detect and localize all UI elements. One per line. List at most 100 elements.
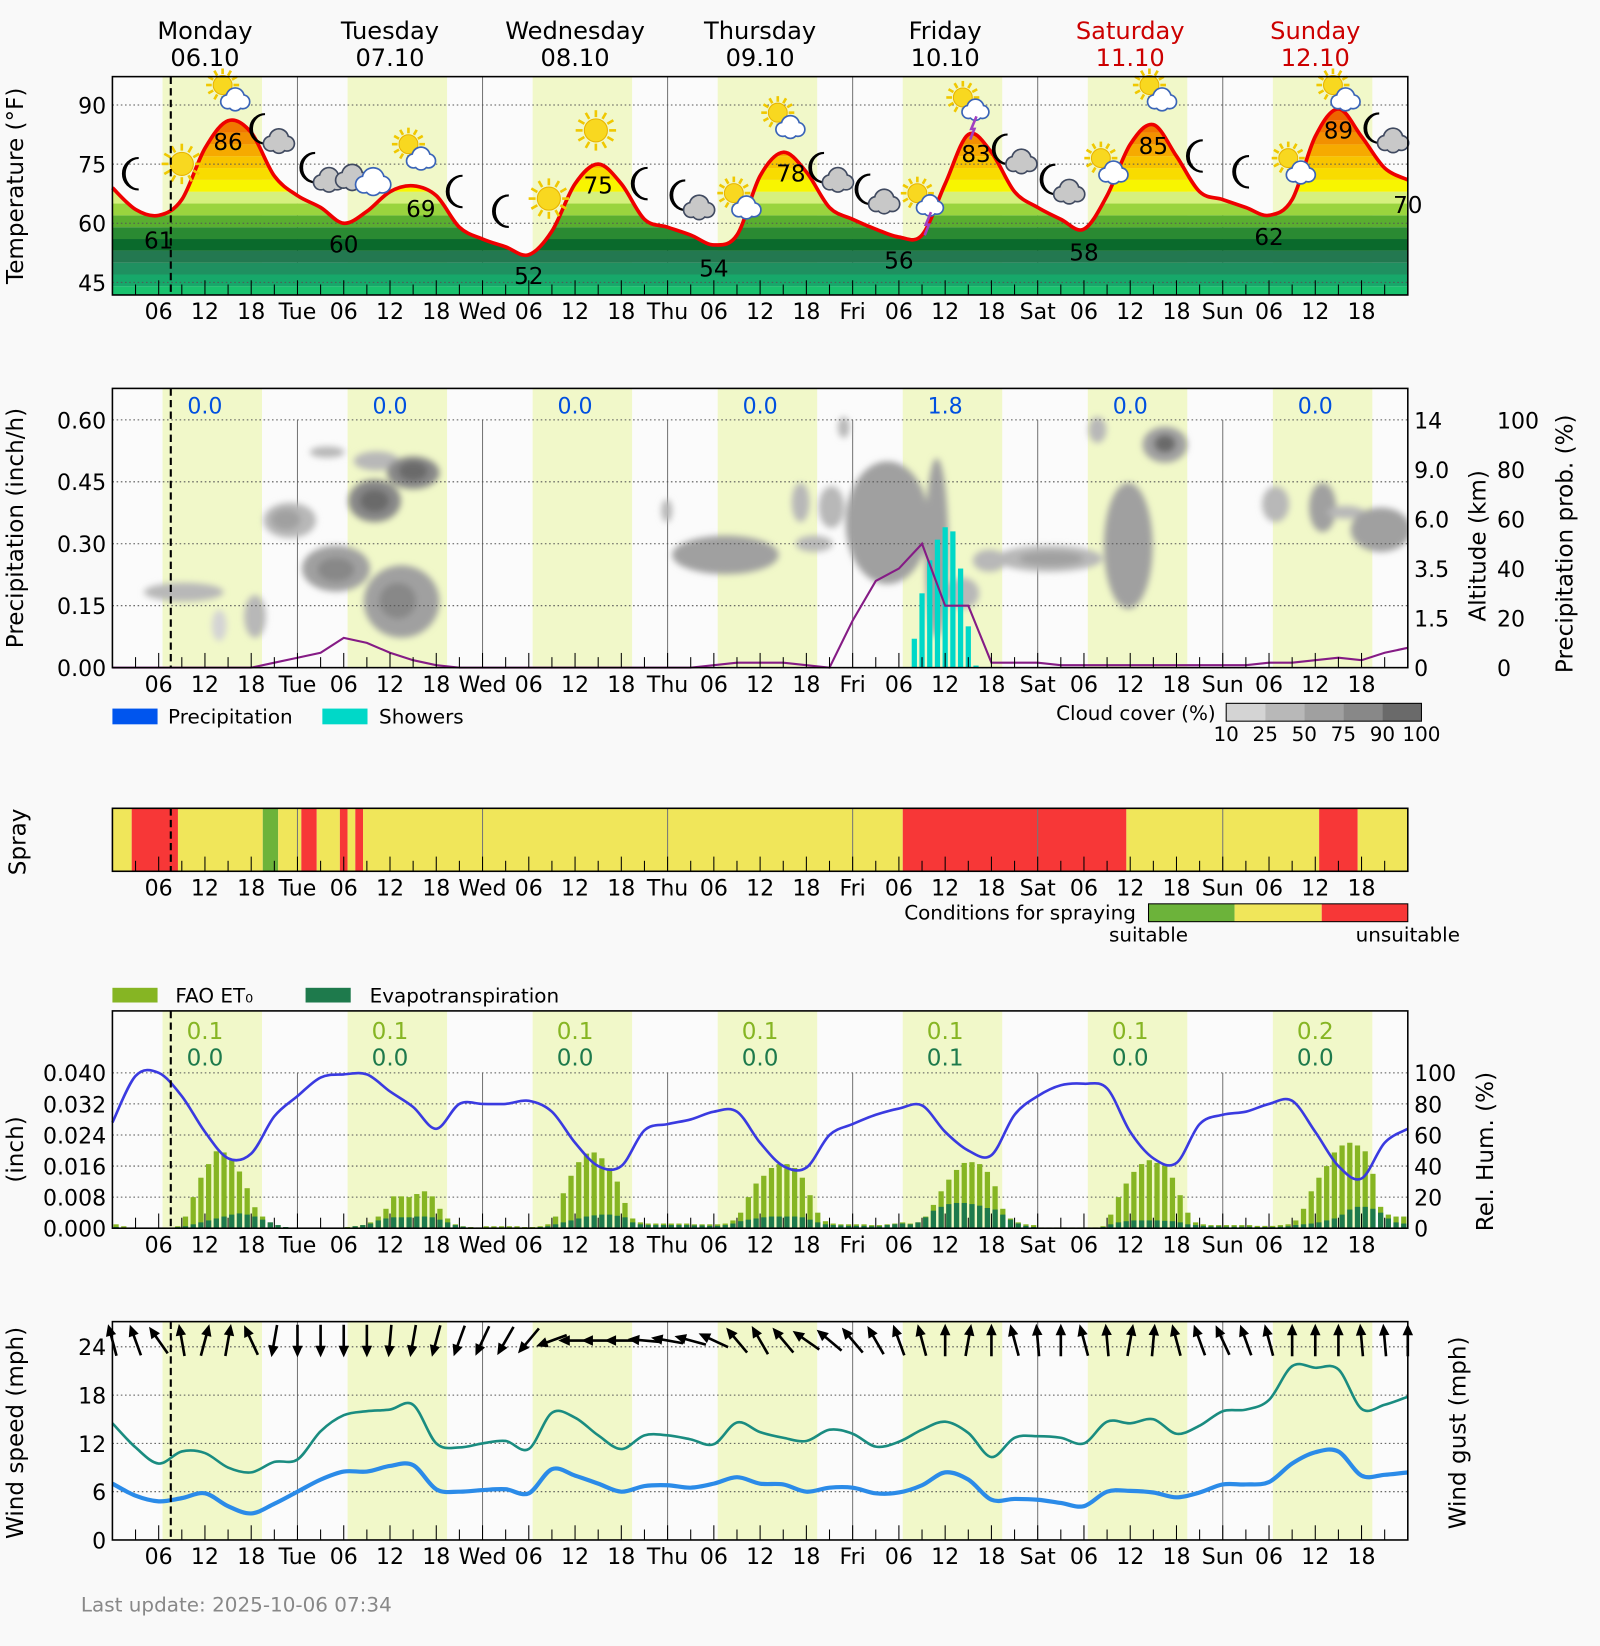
daylight-band — [162, 1321, 263, 1540]
x-tick-label: 12 — [931, 300, 959, 325]
cloud-area — [1327, 505, 1365, 519]
y-tick-label: 0.000 — [43, 1218, 106, 1243]
spray-segment — [347, 808, 356, 872]
evapotranspiration-bar — [275, 1225, 281, 1229]
y-tick-label: 0.024 — [43, 1124, 106, 1149]
x-tick-label: 12 — [931, 673, 959, 698]
evapotranspiration-bar — [552, 1224, 559, 1229]
fao-et0-bar — [622, 1202, 628, 1229]
x-tick-label: Tue — [278, 1545, 317, 1570]
x-tick-label: 12 — [561, 1233, 589, 1258]
evapotranspiration-bar — [182, 1226, 189, 1229]
x-tick-label: Wed — [459, 673, 507, 698]
evapotranspiration-bar — [807, 1219, 813, 1229]
y-tick-label: 0 — [92, 1529, 106, 1554]
wind-arrow-icon — [315, 1324, 326, 1358]
wind-arrow-icon — [361, 1324, 373, 1358]
arrow-head — [1355, 1323, 1367, 1336]
x-tick-label: 12 — [376, 1233, 404, 1258]
y-tick-label: 40 — [1497, 558, 1525, 583]
wind-arrow-icon — [223, 1323, 235, 1357]
daily-precip-total: 0.0 — [743, 395, 778, 420]
evapotranspiration-bar — [668, 1225, 674, 1229]
showers-bar — [927, 560, 933, 668]
cloud-area — [845, 461, 930, 585]
x-tick-label: 18 — [237, 1233, 265, 1258]
spray-legend-low: suitable — [1109, 923, 1188, 947]
daylight-band — [532, 388, 633, 668]
wind-arrow-icon — [384, 1324, 395, 1358]
fao-et0-bar — [1185, 1212, 1191, 1229]
cloud-cover-swatch — [1382, 703, 1422, 722]
wind-arrow-icon — [841, 1327, 864, 1354]
x-tick-label: 12 — [561, 1545, 589, 1570]
arrow-head — [475, 1343, 486, 1356]
evapotranspiration-bar — [236, 1213, 243, 1229]
wind-arrow-icon — [1192, 1324, 1207, 1356]
cloud-area — [398, 461, 428, 481]
daylight-band — [717, 388, 818, 668]
sun-ray — [537, 209, 544, 217]
sun-ray — [1105, 143, 1111, 150]
evapotranspiration-bar — [205, 1220, 212, 1229]
evapotranspiration-bar — [1007, 1219, 1014, 1229]
x-tick-label: 06 — [885, 876, 913, 901]
sun-ray — [1273, 148, 1280, 154]
fao-et0-bar — [113, 1224, 119, 1229]
daily-et-total: 0.1 — [927, 1045, 964, 1071]
sun-cloud-icon — [717, 176, 762, 220]
x-tick-label: Wed — [459, 300, 507, 325]
wind-arrow-icon — [698, 1333, 729, 1349]
y-tick-label: 90 — [78, 94, 106, 119]
x-tick-label: 06 — [1255, 673, 1283, 698]
x-tick-label: 18 — [977, 673, 1005, 698]
evapotranspiration-bar — [414, 1216, 420, 1229]
evapotranspiration-bar — [691, 1225, 698, 1229]
evapotranspiration-bar — [1331, 1218, 1337, 1229]
sun-ray — [163, 152, 171, 159]
fao-et0-bar — [1324, 1166, 1330, 1229]
arrow-head — [1055, 1323, 1067, 1336]
x-tick-label: 12 — [1301, 876, 1329, 901]
arrow-head — [1032, 1323, 1043, 1336]
evapotranspiration-bar — [568, 1220, 574, 1229]
evapotranspiration-bar — [1138, 1220, 1145, 1229]
wind-arrow-icon — [1215, 1325, 1231, 1356]
x-tick-label: 12 — [1301, 300, 1329, 325]
day-name: Monday — [157, 17, 252, 45]
arrow-head — [1333, 1323, 1344, 1336]
temperature-label: 69 — [406, 197, 435, 223]
x-tick-label: 18 — [792, 876, 820, 901]
fao-et0-bar — [576, 1162, 582, 1229]
evapotranspiration-bar — [1000, 1214, 1006, 1229]
evapotranspiration-bar — [684, 1225, 690, 1229]
x-tick-label: 06 — [700, 1545, 728, 1570]
x-tick-label: Thu — [646, 1545, 688, 1570]
sun-disc — [1090, 148, 1111, 169]
wind-arrow-icon — [244, 1325, 260, 1356]
cloud-icon — [1376, 127, 1410, 154]
evapotranspiration-bar — [429, 1217, 435, 1229]
wind-arrow-icon — [1008, 1324, 1020, 1357]
wind-arrow-icon — [964, 1323, 975, 1357]
y-tick-label: 9.0 — [1414, 459, 1449, 484]
daily-et0-total: 0.1 — [927, 1019, 964, 1045]
precip-legend: Precipitation Showers — [112, 704, 464, 728]
wind-arrow-icon — [772, 1327, 795, 1354]
sun-disc — [907, 183, 928, 204]
evapotranspiration-bar — [1316, 1222, 1322, 1229]
fao-et0-bar — [552, 1216, 559, 1229]
sun-disc — [1139, 75, 1160, 96]
evapotranspiration-bar — [822, 1224, 829, 1229]
fao-et0-bar — [591, 1152, 597, 1229]
fao-et0-bar — [1138, 1164, 1145, 1229]
cloud-icon — [262, 127, 296, 155]
y-tick-label: 0.00 — [57, 657, 106, 682]
spray-legend-high: unsuitable — [1356, 923, 1460, 947]
evapotranspiration-bar — [714, 1225, 721, 1229]
x-tick-label: 18 — [1162, 300, 1190, 325]
cloud-fill — [1014, 159, 1029, 173]
cloud-area — [359, 489, 390, 513]
precipitation-axis-title: Precipitation (inch/h) — [3, 408, 29, 648]
temperature-band — [112, 262, 1408, 275]
